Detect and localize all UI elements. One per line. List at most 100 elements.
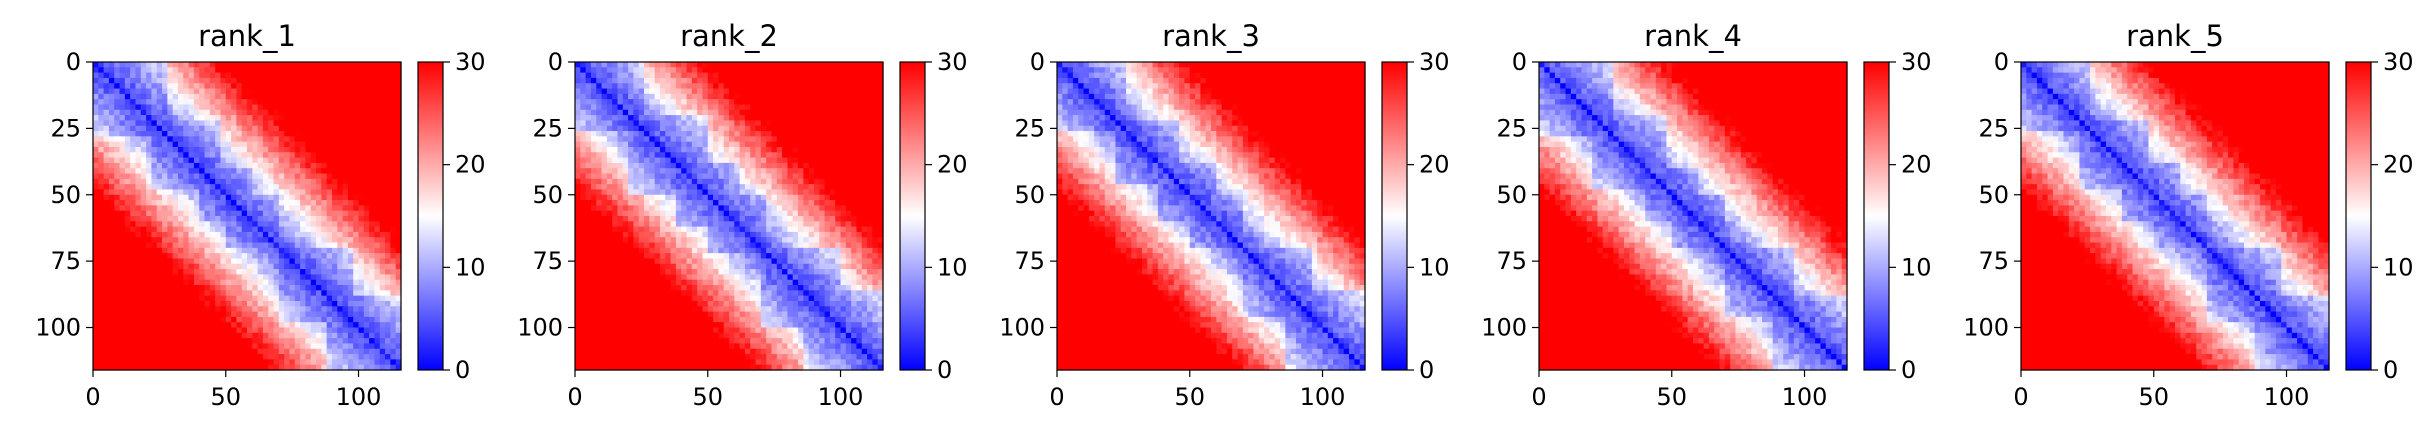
heatmap-cell xyxy=(151,338,158,345)
heatmap-cell xyxy=(316,263,322,270)
heatmap-cell xyxy=(337,316,344,323)
heatmap-cell xyxy=(596,83,603,90)
heatmap-cell xyxy=(204,178,211,185)
heatmap-cell xyxy=(310,263,317,270)
heatmap-cell xyxy=(638,189,645,196)
heatmap-cell xyxy=(231,364,237,371)
heatmap-cell xyxy=(321,306,328,313)
heatmap-cell xyxy=(199,306,206,313)
heatmap-cell xyxy=(363,146,370,153)
heatmap-cell xyxy=(98,77,105,84)
heatmap-cell xyxy=(390,194,397,201)
heatmap-cell xyxy=(326,274,333,281)
heatmap-cell xyxy=(236,327,243,334)
heatmap-cell xyxy=(596,178,603,185)
heatmap-cell xyxy=(633,162,640,169)
heatmap-cell xyxy=(760,88,767,95)
heatmap-cell xyxy=(379,338,386,345)
heatmap-cell xyxy=(140,157,147,164)
heatmap-cell xyxy=(803,62,810,68)
heatmap-cell xyxy=(204,104,211,111)
heatmap-cell xyxy=(369,83,376,90)
heatmap-cell xyxy=(358,99,365,106)
heatmap-cell xyxy=(750,178,757,185)
heatmap-cell xyxy=(262,332,269,339)
heatmap-cell xyxy=(342,295,349,302)
heatmap-cell xyxy=(851,104,858,111)
heatmap-cell xyxy=(93,290,99,297)
heatmap-cell xyxy=(342,279,349,286)
heatmap-cell xyxy=(347,131,354,137)
heatmap-cell xyxy=(215,253,222,260)
heatmap-cell xyxy=(835,109,842,116)
heatmap-cell xyxy=(670,184,677,191)
heatmap-cell xyxy=(294,141,301,148)
heatmap-cell xyxy=(167,88,174,95)
heatmap-cell xyxy=(257,67,264,74)
heatmap-cell xyxy=(172,295,179,302)
heatmap-cell xyxy=(851,62,858,68)
heatmap-cell xyxy=(654,200,661,206)
heatmap-cell xyxy=(686,157,693,164)
heatmap-cell xyxy=(347,279,354,286)
heatmap-cell xyxy=(167,316,174,323)
heatmap-cell xyxy=(146,226,153,233)
heatmap-cell xyxy=(130,189,137,196)
heatmap-cell xyxy=(273,136,280,143)
heatmap-cell xyxy=(877,168,884,175)
heatmap-cell xyxy=(284,162,291,169)
heatmap-cell xyxy=(98,146,105,153)
heatmap-cell xyxy=(252,93,259,100)
heatmap-cell xyxy=(114,200,121,206)
heatmap-cell xyxy=(124,237,131,244)
heatmap-cell xyxy=(395,194,402,201)
heatmap-cell xyxy=(177,306,184,313)
heatmap-cell xyxy=(124,354,131,360)
heatmap-cell xyxy=(686,184,693,191)
heatmap-cell xyxy=(289,231,296,238)
heatmap-cell xyxy=(220,306,227,313)
heatmap-cell xyxy=(215,136,222,143)
heatmap-cell xyxy=(310,258,317,265)
heatmap-cell xyxy=(374,62,381,68)
heatmap-cell xyxy=(289,184,296,191)
heatmap-cell xyxy=(363,93,370,100)
heatmap-cell xyxy=(278,83,285,90)
heatmap-cell xyxy=(257,332,264,339)
heatmap-cell xyxy=(151,173,158,180)
heatmap-cell xyxy=(93,332,99,339)
heatmap-cell xyxy=(310,194,317,201)
heatmap-cell xyxy=(601,200,608,206)
heatmap-cell xyxy=(305,247,312,254)
heatmap-cell xyxy=(93,338,99,345)
heatmap-cell xyxy=(840,62,847,68)
heatmap-cell xyxy=(622,104,629,111)
heatmap-cell xyxy=(273,83,280,90)
heatmap-cell xyxy=(374,178,381,185)
heatmap-cell xyxy=(172,300,179,307)
heatmap-cell xyxy=(135,115,142,122)
heatmap-cell xyxy=(766,141,773,148)
heatmap-cell xyxy=(300,200,307,206)
heatmap-cell xyxy=(262,274,269,281)
heatmap-cell xyxy=(596,62,603,68)
heatmap-cell xyxy=(247,184,253,191)
heatmap-cell xyxy=(289,120,296,127)
heatmap-cell xyxy=(93,77,99,84)
heatmap-cell xyxy=(675,141,682,148)
heatmap-cell xyxy=(347,184,354,191)
heatmap-cell xyxy=(638,99,645,106)
heatmap-cell xyxy=(803,72,810,79)
heatmap-cell xyxy=(697,88,704,95)
heatmap-cell xyxy=(675,162,682,169)
heatmap-cell xyxy=(575,93,581,100)
heatmap-cell xyxy=(585,173,592,180)
heatmap-cell xyxy=(644,72,650,79)
heatmap-cell xyxy=(590,184,597,191)
heatmap-cell xyxy=(199,99,206,106)
heatmap-cell xyxy=(374,210,381,217)
heatmap-cell xyxy=(119,258,126,265)
heatmap-cell xyxy=(183,231,190,238)
heatmap-cell xyxy=(585,205,592,212)
heatmap-cell xyxy=(691,146,698,153)
